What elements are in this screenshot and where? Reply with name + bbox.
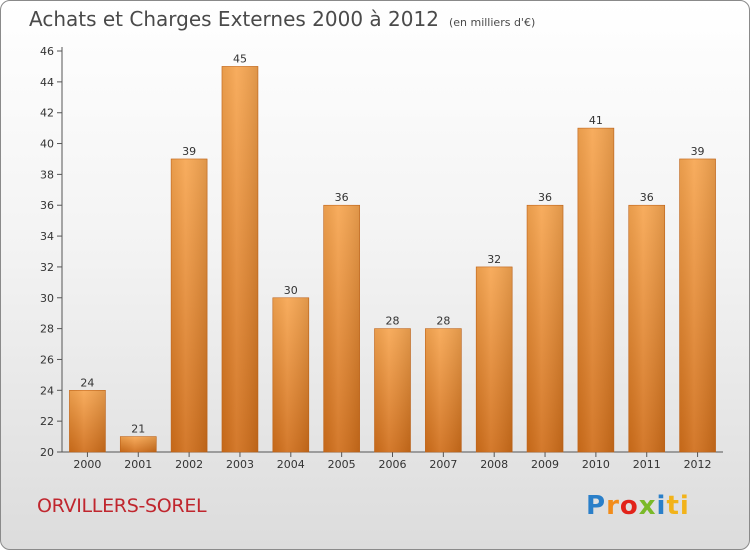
- bar-shade: [69, 390, 106, 452]
- bar-value-label: 39: [691, 145, 705, 158]
- y-tick-label: 40: [40, 138, 54, 151]
- y-tick-label: 44: [40, 76, 54, 89]
- bar-value-label: 45: [233, 52, 247, 65]
- bar-value-label: 28: [386, 315, 400, 328]
- x-tick-label: 2005: [328, 458, 356, 471]
- bar-shade: [577, 128, 614, 452]
- logo-letter: i: [656, 491, 667, 521]
- bar-value-label: 36: [335, 191, 349, 204]
- x-tick-label: 2000: [73, 458, 101, 471]
- bar-value-label: 30: [284, 284, 298, 297]
- bar-value-label: 36: [640, 191, 654, 204]
- bar-shade: [221, 66, 258, 452]
- chart-bars: 24 21 39 45 30 36 28 28 32 36 41 36 39: [69, 52, 716, 453]
- y-tick-label: 20: [40, 446, 54, 459]
- logo-letter: x: [638, 491, 657, 521]
- y-tick-label: 38: [40, 168, 54, 181]
- x-tick-label: 2002: [175, 458, 203, 471]
- y-tick-label: 30: [40, 292, 54, 305]
- y-tick-label: 24: [40, 384, 54, 397]
- y-tick-label: 42: [40, 107, 54, 120]
- bar-value-label: 41: [589, 114, 603, 127]
- bar-value-label: 32: [487, 253, 501, 266]
- bar-value-label: 39: [182, 145, 196, 158]
- x-tick-label: 2011: [633, 458, 661, 471]
- y-tick-label: 36: [40, 199, 54, 212]
- bar-value-label: 36: [538, 191, 552, 204]
- logo-letter: r: [606, 491, 620, 521]
- bar-shade: [679, 158, 716, 452]
- city-name: ORVILLERS-SOREL: [37, 495, 207, 517]
- y-tick-label: 34: [40, 230, 54, 243]
- x-tick-label: 2010: [582, 458, 610, 471]
- bar-shade: [476, 266, 513, 452]
- x-tick-label: 2012: [684, 458, 712, 471]
- bar-value-label: 28: [436, 315, 450, 328]
- x-tick-label: 2001: [124, 458, 152, 471]
- x-tick-label: 2006: [379, 458, 407, 471]
- y-tick-label: 26: [40, 353, 54, 366]
- x-tick-label: 2008: [480, 458, 508, 471]
- chart-subtitle: (en milliers d'€): [448, 16, 536, 29]
- chart-title-text: Achats et Charges Externes 2000 à 2012: [29, 7, 439, 31]
- bar-shade: [628, 205, 665, 452]
- y-tick-label: 46: [40, 45, 54, 58]
- bar-shade: [323, 205, 360, 452]
- bar-shade: [120, 436, 157, 452]
- logo-letter: P: [586, 491, 607, 521]
- bar-shade: [374, 328, 411, 452]
- bar-value-label: 24: [80, 376, 94, 389]
- x-tick-label: 2003: [226, 458, 254, 471]
- y-tick-label: 28: [40, 323, 54, 336]
- y-tick-label: 22: [40, 415, 54, 428]
- x-tick-label: 2007: [429, 458, 457, 471]
- y-tick-label: 32: [40, 261, 54, 274]
- bar-shade: [272, 297, 309, 452]
- bar-value-label: 21: [131, 423, 145, 436]
- logo-letter: ti: [666, 491, 690, 521]
- chart-title: Achats et Charges Externes 2000 à 2012 (e…: [29, 7, 535, 31]
- proxiti-logo: Proxiti: [586, 491, 690, 521]
- x-tick-label: 2004: [277, 458, 305, 471]
- bar-shade: [527, 205, 564, 452]
- chart-axes: 20 22 24 26 28 30 32 34 36 38 40 42 44 46 2000 2001 2002…: [40, 45, 723, 471]
- logo-letter: o: [619, 491, 639, 521]
- bar-shade: [425, 328, 462, 452]
- x-tick-label: 2009: [531, 458, 559, 471]
- bar-shade: [171, 158, 208, 452]
